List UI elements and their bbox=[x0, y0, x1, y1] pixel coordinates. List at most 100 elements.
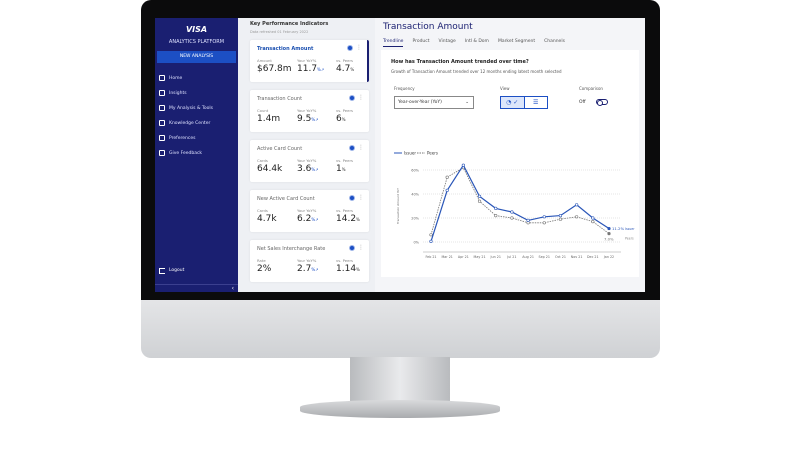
logout-button[interactable]: Logout bbox=[155, 265, 238, 277]
sidebar-item-home[interactable]: Home bbox=[155, 71, 238, 86]
monitor-stand bbox=[350, 357, 450, 407]
percent-unit: % bbox=[341, 117, 346, 122]
kpi-label: Your YoY% bbox=[297, 108, 317, 113]
data-point[interactable] bbox=[494, 206, 498, 210]
tab-channels[interactable]: Channels bbox=[544, 39, 565, 44]
x-tick-label: Nov 21 bbox=[571, 255, 583, 259]
sidebar-item-preferences[interactable]: Preferences bbox=[155, 131, 238, 146]
data-point[interactable] bbox=[575, 203, 579, 207]
data-point[interactable] bbox=[445, 175, 449, 179]
kpi-card[interactable]: Transaction Amount ⋮ Amount Your YoY% vs… bbox=[250, 40, 369, 82]
kpi-label: vs. Peers bbox=[336, 108, 354, 113]
data-point[interactable] bbox=[461, 163, 465, 167]
more-options-icon[interactable]: ⋮ bbox=[358, 194, 364, 201]
info-icon[interactable] bbox=[349, 95, 355, 101]
end-value-label: 7.0% bbox=[604, 237, 614, 242]
kpi-value: $67.8m bbox=[257, 64, 292, 74]
kpi-peers-value: 6 bbox=[336, 114, 342, 124]
data-point[interactable] bbox=[591, 220, 595, 224]
data-point[interactable] bbox=[558, 214, 563, 218]
sidebar-item-my-analysis-tools[interactable]: My Analysis & Tools bbox=[155, 101, 238, 116]
list-view-button[interactable]: ☰ bbox=[523, 97, 547, 108]
kpi-card-title: Transaction Count bbox=[257, 96, 303, 102]
comparison-toggle[interactable] bbox=[596, 99, 608, 106]
sidebar-item-insights[interactable]: Insights bbox=[155, 86, 238, 101]
kpi-label: Amount bbox=[257, 58, 272, 63]
kpi-value: 4.7k bbox=[257, 214, 277, 224]
series-line-issuer bbox=[430, 164, 610, 242]
sidebar: VISA ANALYTICS PLATFORM NEW ANALYSIS Hom… bbox=[155, 18, 238, 292]
data-point[interactable] bbox=[429, 233, 433, 237]
kpi-peers-value: 1 bbox=[336, 164, 342, 174]
kpi-card[interactable]: New Active Card Count ⋮ Cards Your YoY% … bbox=[250, 190, 369, 232]
data-point[interactable] bbox=[477, 194, 482, 198]
platform-name: ANALYTICS PLATFORM bbox=[168, 39, 225, 45]
trend-up-icon: %↗ bbox=[311, 117, 319, 122]
more-options-icon[interactable]: ⋮ bbox=[358, 144, 364, 151]
info-icon[interactable] bbox=[349, 245, 355, 251]
x-tick-label: Oct 21 bbox=[555, 255, 566, 259]
kpi-card[interactable]: Transaction Count ⋮ Count Your YoY% vs. … bbox=[250, 90, 369, 132]
percent-unit: % bbox=[341, 167, 346, 172]
main-content: Transaction Amount Trendline Product Vinta… bbox=[375, 18, 645, 292]
comparison-state: Off bbox=[579, 100, 586, 105]
more-options-icon[interactable]: ⋮ bbox=[358, 244, 364, 251]
data-point[interactable] bbox=[510, 216, 514, 220]
collapse-sidebar-button[interactable]: ‹ bbox=[155, 284, 238, 292]
frequency-label: Frequency bbox=[394, 86, 415, 91]
kpi-card-title: Active Card Count bbox=[257, 146, 303, 152]
chart-view-button[interactable]: ◔ ✓ bbox=[506, 99, 519, 106]
kpi-card[interactable]: Active Card Count ⋮ Cards Your YoY% vs. … bbox=[250, 140, 369, 182]
screen: VISA ANALYTICS PLATFORM NEW ANALYSIS Hom… bbox=[155, 18, 645, 292]
frequency-dropdown[interactable]: Year-over-Year (YoY) ⌄ bbox=[394, 96, 474, 109]
kpi-yoy-value: 3.6 bbox=[297, 164, 312, 174]
series-line-peers bbox=[430, 167, 610, 235]
view-toggle: ◔ ✓ ☰ bbox=[500, 96, 548, 109]
y-tick-label: 40% bbox=[411, 193, 419, 197]
data-point[interactable] bbox=[591, 216, 595, 220]
home-icon bbox=[159, 75, 165, 81]
more-options-icon[interactable]: ⋮ bbox=[358, 94, 364, 101]
percent-unit: % bbox=[350, 67, 355, 72]
kpi-card[interactable]: Net Sales Interchange Rate ⋮ Rate Your Y… bbox=[250, 240, 369, 282]
tab-intl-dom[interactable]: Intl & Dom bbox=[464, 39, 489, 44]
kpi-label: Cards bbox=[257, 208, 268, 213]
data-point[interactable] bbox=[477, 199, 482, 203]
data-point[interactable] bbox=[558, 217, 563, 221]
info-icon[interactable] bbox=[349, 145, 355, 151]
data-point[interactable] bbox=[542, 221, 546, 225]
kpi-panel: Key Performance Indicators Data refreshe… bbox=[238, 18, 375, 292]
data-point[interactable] bbox=[445, 188, 449, 192]
info-icon[interactable] bbox=[349, 195, 355, 201]
kpi-label: Your YoY% bbox=[297, 58, 317, 63]
info-icon[interactable] bbox=[347, 45, 353, 51]
kpi-peers-value: 4.7 bbox=[336, 64, 351, 74]
end-series-label: Peers bbox=[625, 237, 634, 241]
kpi-label: vs. Peers bbox=[336, 258, 354, 263]
data-point[interactable] bbox=[575, 215, 579, 219]
new-analysis-button[interactable]: NEW ANALYSIS bbox=[157, 51, 236, 63]
more-options-icon[interactable]: ⋮ bbox=[356, 44, 362, 51]
sidebar-item-knowledge-center[interactable]: Knowledge Center bbox=[155, 116, 238, 131]
sidebar-item-give-feedback[interactable]: Give Feedback bbox=[155, 146, 238, 161]
frequency-value: Year-over-Year (YoY) bbox=[398, 100, 442, 105]
gear-icon bbox=[159, 135, 165, 141]
data-point[interactable] bbox=[542, 215, 546, 219]
tab-vintage[interactable]: Vintage bbox=[438, 39, 456, 44]
logout-label: Logout bbox=[169, 268, 185, 273]
tab-trendline[interactable]: Trendline bbox=[383, 39, 404, 47]
data-point[interactable] bbox=[510, 210, 514, 214]
x-tick-label: Jul 21 bbox=[506, 255, 516, 259]
insights-icon bbox=[159, 90, 165, 96]
data-point[interactable] bbox=[429, 239, 433, 243]
kpi-refresh-date: Data refreshed 01 February 2022 bbox=[250, 30, 309, 34]
data-point[interactable] bbox=[607, 226, 611, 231]
sidebar-item-label: Give Feedback bbox=[169, 151, 203, 156]
tab-product[interactable]: Product bbox=[412, 39, 430, 44]
data-point[interactable] bbox=[526, 218, 530, 222]
kpi-label: Your YoY% bbox=[297, 158, 317, 163]
data-point[interactable] bbox=[607, 232, 611, 236]
data-point[interactable] bbox=[494, 214, 498, 218]
tab-market-segment[interactable]: Market Segment bbox=[497, 39, 536, 44]
percent-unit: % bbox=[356, 267, 360, 272]
